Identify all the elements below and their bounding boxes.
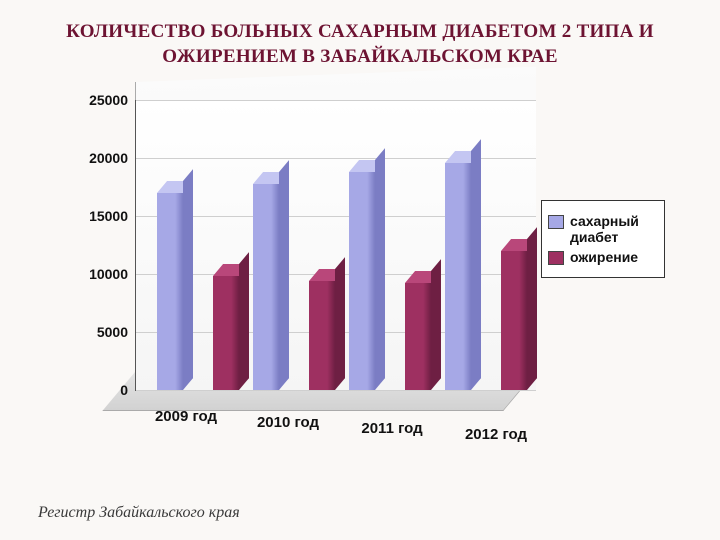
bar-front-face (405, 283, 431, 390)
y-tick-label: 25000 (89, 92, 128, 108)
bar-side-face (471, 139, 481, 390)
bar-side-face (183, 169, 193, 390)
bar (445, 163, 471, 390)
bar-side-face (431, 259, 441, 390)
x-tick-label: 2011 год (357, 420, 427, 438)
bar-front-face (309, 281, 335, 390)
bar-side-face (375, 148, 385, 390)
legend-item: сахарный диабет (548, 213, 658, 245)
title-line-2: ОЖИРЕНИЕМ В ЗАБАЙКАЛЬСКОМ КРАЕ (162, 46, 558, 67)
x-tick-label: 2012 год (461, 426, 531, 444)
bar (309, 281, 335, 390)
bar-front-face (213, 276, 239, 390)
x-tick-label: 2009 год (151, 408, 221, 426)
y-tick-label: 15000 (89, 208, 128, 224)
x-tick-label: 2010 год (253, 414, 323, 432)
bar-side-face (527, 227, 537, 390)
bar (501, 251, 527, 390)
bar (157, 193, 183, 390)
bars-container: 2009 год2010 год2011 год2012 год (135, 100, 535, 390)
bar-front-face (253, 184, 279, 390)
y-tick-label: 5000 (97, 324, 128, 340)
bar-side-face (279, 160, 289, 390)
legend-label: ожирение (570, 249, 638, 265)
footer-citation: Регистр Забайкальского края (38, 504, 240, 522)
bar-front-face (349, 172, 375, 390)
bar-front-face (501, 251, 527, 390)
y-tick-label: 20000 (89, 150, 128, 166)
title-line-1: КОЛИЧЕСТВО БОЛЬНЫХ САХАРНЫМ ДИАБЕТОМ 2 Т… (66, 21, 654, 42)
bar (405, 283, 431, 390)
legend-label: сахарный диабет (570, 213, 658, 245)
chart-title: КОЛИЧЕСТВО БОЛЬНЫХ САХАРНЫМ ДИАБЕТОМ 2 Т… (0, 20, 720, 69)
bar (349, 172, 375, 390)
bar-front-face (445, 163, 471, 390)
y-tick-label: 0 (120, 382, 128, 398)
bar-front-face (157, 193, 183, 390)
legend-swatch (548, 215, 564, 229)
bar (213, 276, 239, 390)
chart-area: 0500010000150002000025000 2009 год2010 г… (55, 100, 655, 480)
legend: сахарный диабет ожирение (541, 200, 665, 278)
gridline (136, 390, 536, 391)
y-tick-label: 10000 (89, 266, 128, 282)
bar (253, 184, 279, 390)
bar-side-face (335, 257, 345, 390)
bar-side-face (239, 252, 249, 390)
legend-swatch (548, 251, 564, 265)
legend-item: ожирение (548, 249, 658, 265)
